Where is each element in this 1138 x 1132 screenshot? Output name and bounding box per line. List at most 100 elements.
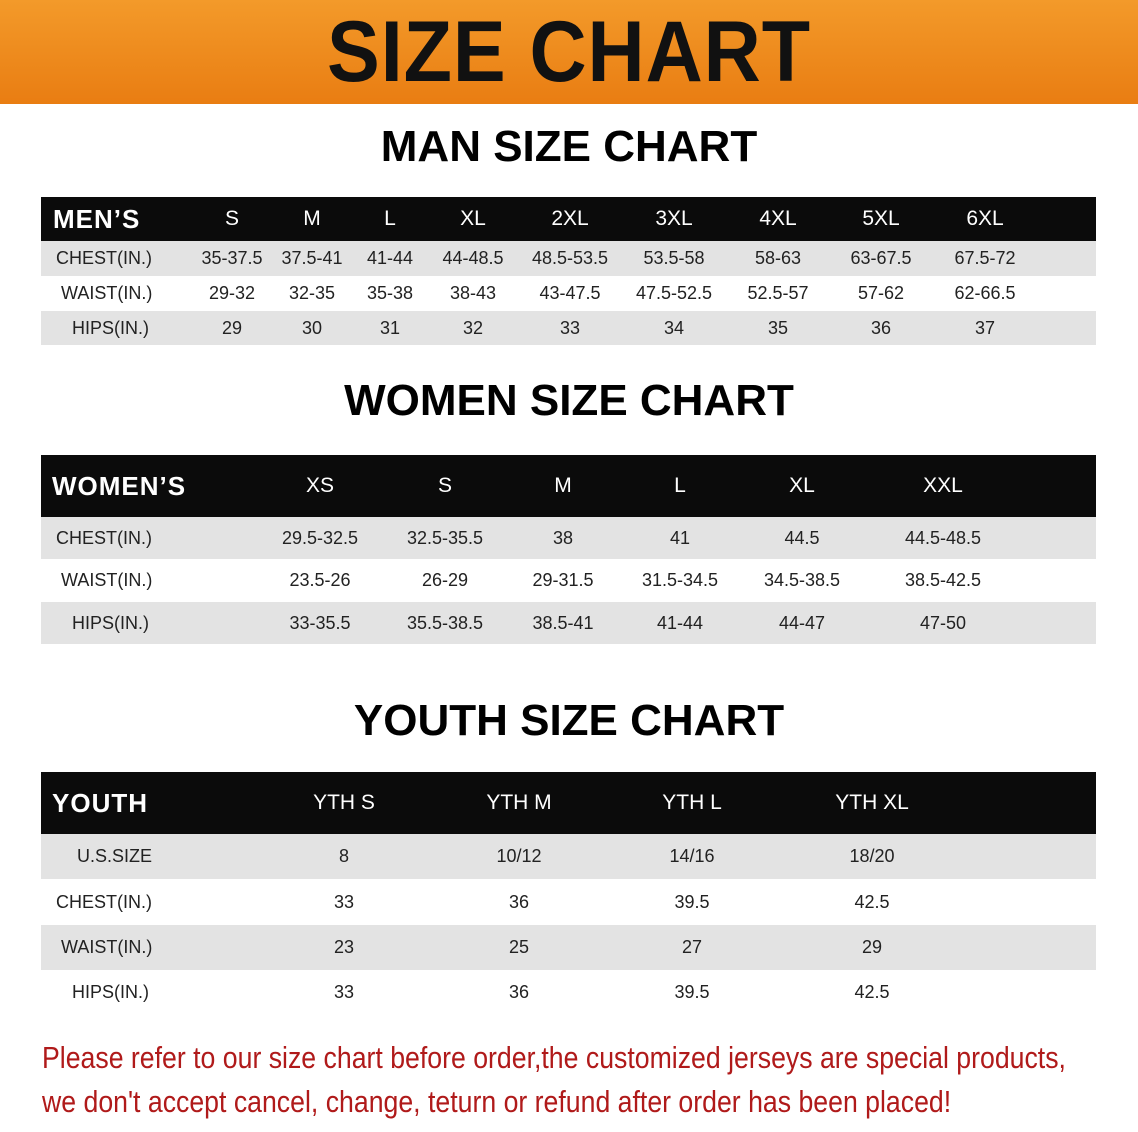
table-header-row: YOUTH YTH S YTH M YTH L YTH XL (41, 772, 1096, 834)
notice: Please refer to our size chart before or… (42, 1036, 1066, 1124)
table-cell: 33 (559, 317, 581, 338)
table-cell: 43-47.5 (539, 283, 601, 303)
table-cell: 48.5-53.5 (531, 248, 609, 268)
table-cell: 58-63 (754, 248, 802, 268)
table-cell: 10/12 (496, 846, 542, 866)
table-cell: 41-44 (366, 248, 414, 268)
table-cell: 42.5 (854, 891, 890, 912)
table-cell: 38.5-41 (532, 612, 594, 633)
table-cell: 37 (974, 317, 996, 338)
table-cell: 35-38 (366, 283, 414, 303)
table-cell: XL (460, 207, 486, 230)
table-cell: 33-35.5 (289, 612, 351, 633)
table-cell: 25 (508, 937, 530, 957)
men-size-table: MEN’S S M L XL 2XL 3XL 4XL 5XL 6XL CHEST(IN.) 35-37… (41, 197, 1096, 345)
table-cell: M (303, 207, 321, 230)
row-label: WOMEN’S (52, 470, 187, 501)
table-cell: 30 (301, 317, 323, 338)
row-label: HIPS(IN.) (72, 612, 150, 633)
table-cell: 6XL (966, 207, 1004, 230)
table-cell: 44-47 (778, 612, 826, 633)
table-cell: 44.5-48.5 (904, 527, 982, 548)
table-cell: 34 (663, 317, 685, 338)
table-row: WAIST(IN.) 23 25 27 29 (41, 925, 1096, 970)
table-cell: 26-29 (421, 570, 469, 590)
table-cell: XS (305, 474, 335, 497)
table-cell: 41-44 (656, 612, 704, 633)
row-label: HIPS(IN.) (72, 317, 150, 338)
table-cell: 35.5-38.5 (406, 612, 484, 633)
table-row: HIPS(IN.) 29 30 31 32 33 34 35 36 37 (41, 311, 1096, 345)
table-row: CHEST(IN.) 35-37.5 37.5-41 41-44 44-48.5 48.5… (41, 241, 1096, 276)
table-row: WAIST(IN.) 29-32 32-35 35-38 38-43 43-47.5 47.… (41, 276, 1096, 311)
banner: SIZE CHART (0, 0, 1138, 104)
table-cell: YTH S (313, 791, 375, 814)
row-label: WAIST(IN.) (61, 937, 153, 957)
table-cell: 35-37.5 (201, 248, 263, 268)
table-cell: 27 (681, 937, 703, 957)
table-cell: YTH M (486, 791, 552, 814)
table-cell: 44.5 (784, 527, 820, 548)
youth-size-table: YOUTH YTH S YTH M YTH L YTH XL U.S.SIZE 8 10/12… (41, 772, 1096, 1015)
table-cell: 32-35 (288, 283, 336, 303)
table-cell: 32.5-35.5 (406, 527, 484, 548)
table-row: U.S.SIZE 8 10/12 14/16 18/20 (41, 834, 1096, 879)
table-row: HIPS(IN.) 33 36 39.5 42.5 (41, 970, 1096, 1015)
banner-title: SIZE CHART (327, 3, 811, 100)
table-cell: 44-48.5 (442, 248, 504, 268)
table-cell: 47.5-52.5 (635, 283, 713, 303)
table-cell: 29 (861, 937, 883, 957)
table-cell: S (437, 474, 453, 497)
table-header-row: WOMEN’S XS S M L XL XXL (41, 455, 1096, 517)
table-cell: 42.5 (854, 982, 890, 1002)
table-cell: XL (789, 474, 815, 497)
table-row: HIPS(IN.) 33-35.5 35.5-38.5 38.5-41 41-44 44-… (41, 602, 1096, 644)
notice-line-2: we don't accept cancel, change, teturn o… (42, 1084, 952, 1119)
women-size-table: WOMEN’S XS S M L XL XXL CHEST(IN.) 29.5-32.5 32.5… (41, 455, 1096, 644)
table-cell: 47-50 (919, 612, 967, 633)
notice-line-1: Please refer to our size chart before or… (42, 1040, 1066, 1075)
table-cell: 39.5 (674, 982, 710, 1002)
table-cell: 29-32 (208, 283, 256, 303)
row-label: U.S.SIZE (77, 846, 153, 866)
table-cell: 52.5-57 (747, 283, 809, 303)
table-cell: 38 (552, 527, 574, 548)
table-cell: 31 (379, 317, 401, 338)
table-cell: 57-62 (857, 283, 905, 303)
table-cell: 67.5-72 (954, 248, 1016, 268)
row-label: CHEST(IN.) (56, 891, 152, 912)
table-cell: L (674, 474, 686, 497)
table-cell: 37.5-41 (281, 248, 343, 268)
row-label: MEN’S (53, 203, 141, 234)
table-cell: 4XL (759, 207, 797, 230)
table-cell: 8 (338, 846, 350, 866)
table-cell: 36 (508, 982, 530, 1002)
table-cell: 38.5-42.5 (904, 570, 982, 590)
row-label: YOUTH (52, 787, 148, 818)
table-cell: 39.5 (674, 891, 710, 912)
men-section-title: MAN SIZE CHART (380, 122, 758, 171)
row-label: CHEST(IN.) (56, 248, 152, 268)
table-cell: 23 (333, 937, 355, 957)
table-cell: 29.5-32.5 (281, 527, 359, 548)
table-cell: 31.5-34.5 (641, 570, 719, 590)
table-cell: L (384, 207, 396, 230)
table-cell: 34.5-38.5 (763, 570, 841, 590)
table-cell: YTH L (662, 791, 722, 814)
table-cell: M (554, 474, 572, 497)
table-cell: S (224, 207, 240, 230)
table-cell: 23.5-26 (289, 570, 351, 590)
table-cell: 32 (462, 317, 484, 338)
table-cell: 29 (221, 317, 243, 338)
row-label: WAIST(IN.) (61, 283, 153, 303)
table-cell: 36 (508, 891, 530, 912)
table-row: WAIST(IN.) 23.5-26 26-29 29-31.5 31.5-34.5 34… (41, 559, 1096, 602)
table-cell: 36 (870, 317, 892, 338)
table-cell: 18/20 (849, 846, 895, 866)
table-cell: 62-66.5 (954, 283, 1016, 303)
table-cell: 53.5-58 (643, 248, 705, 268)
table-cell: 35 (767, 317, 789, 338)
row-label: WAIST(IN.) (61, 570, 153, 590)
table-cell: 33 (333, 982, 355, 1002)
table-row: CHEST(IN.) 29.5-32.5 32.5-35.5 38 41 44.5 44.5… (41, 517, 1096, 559)
